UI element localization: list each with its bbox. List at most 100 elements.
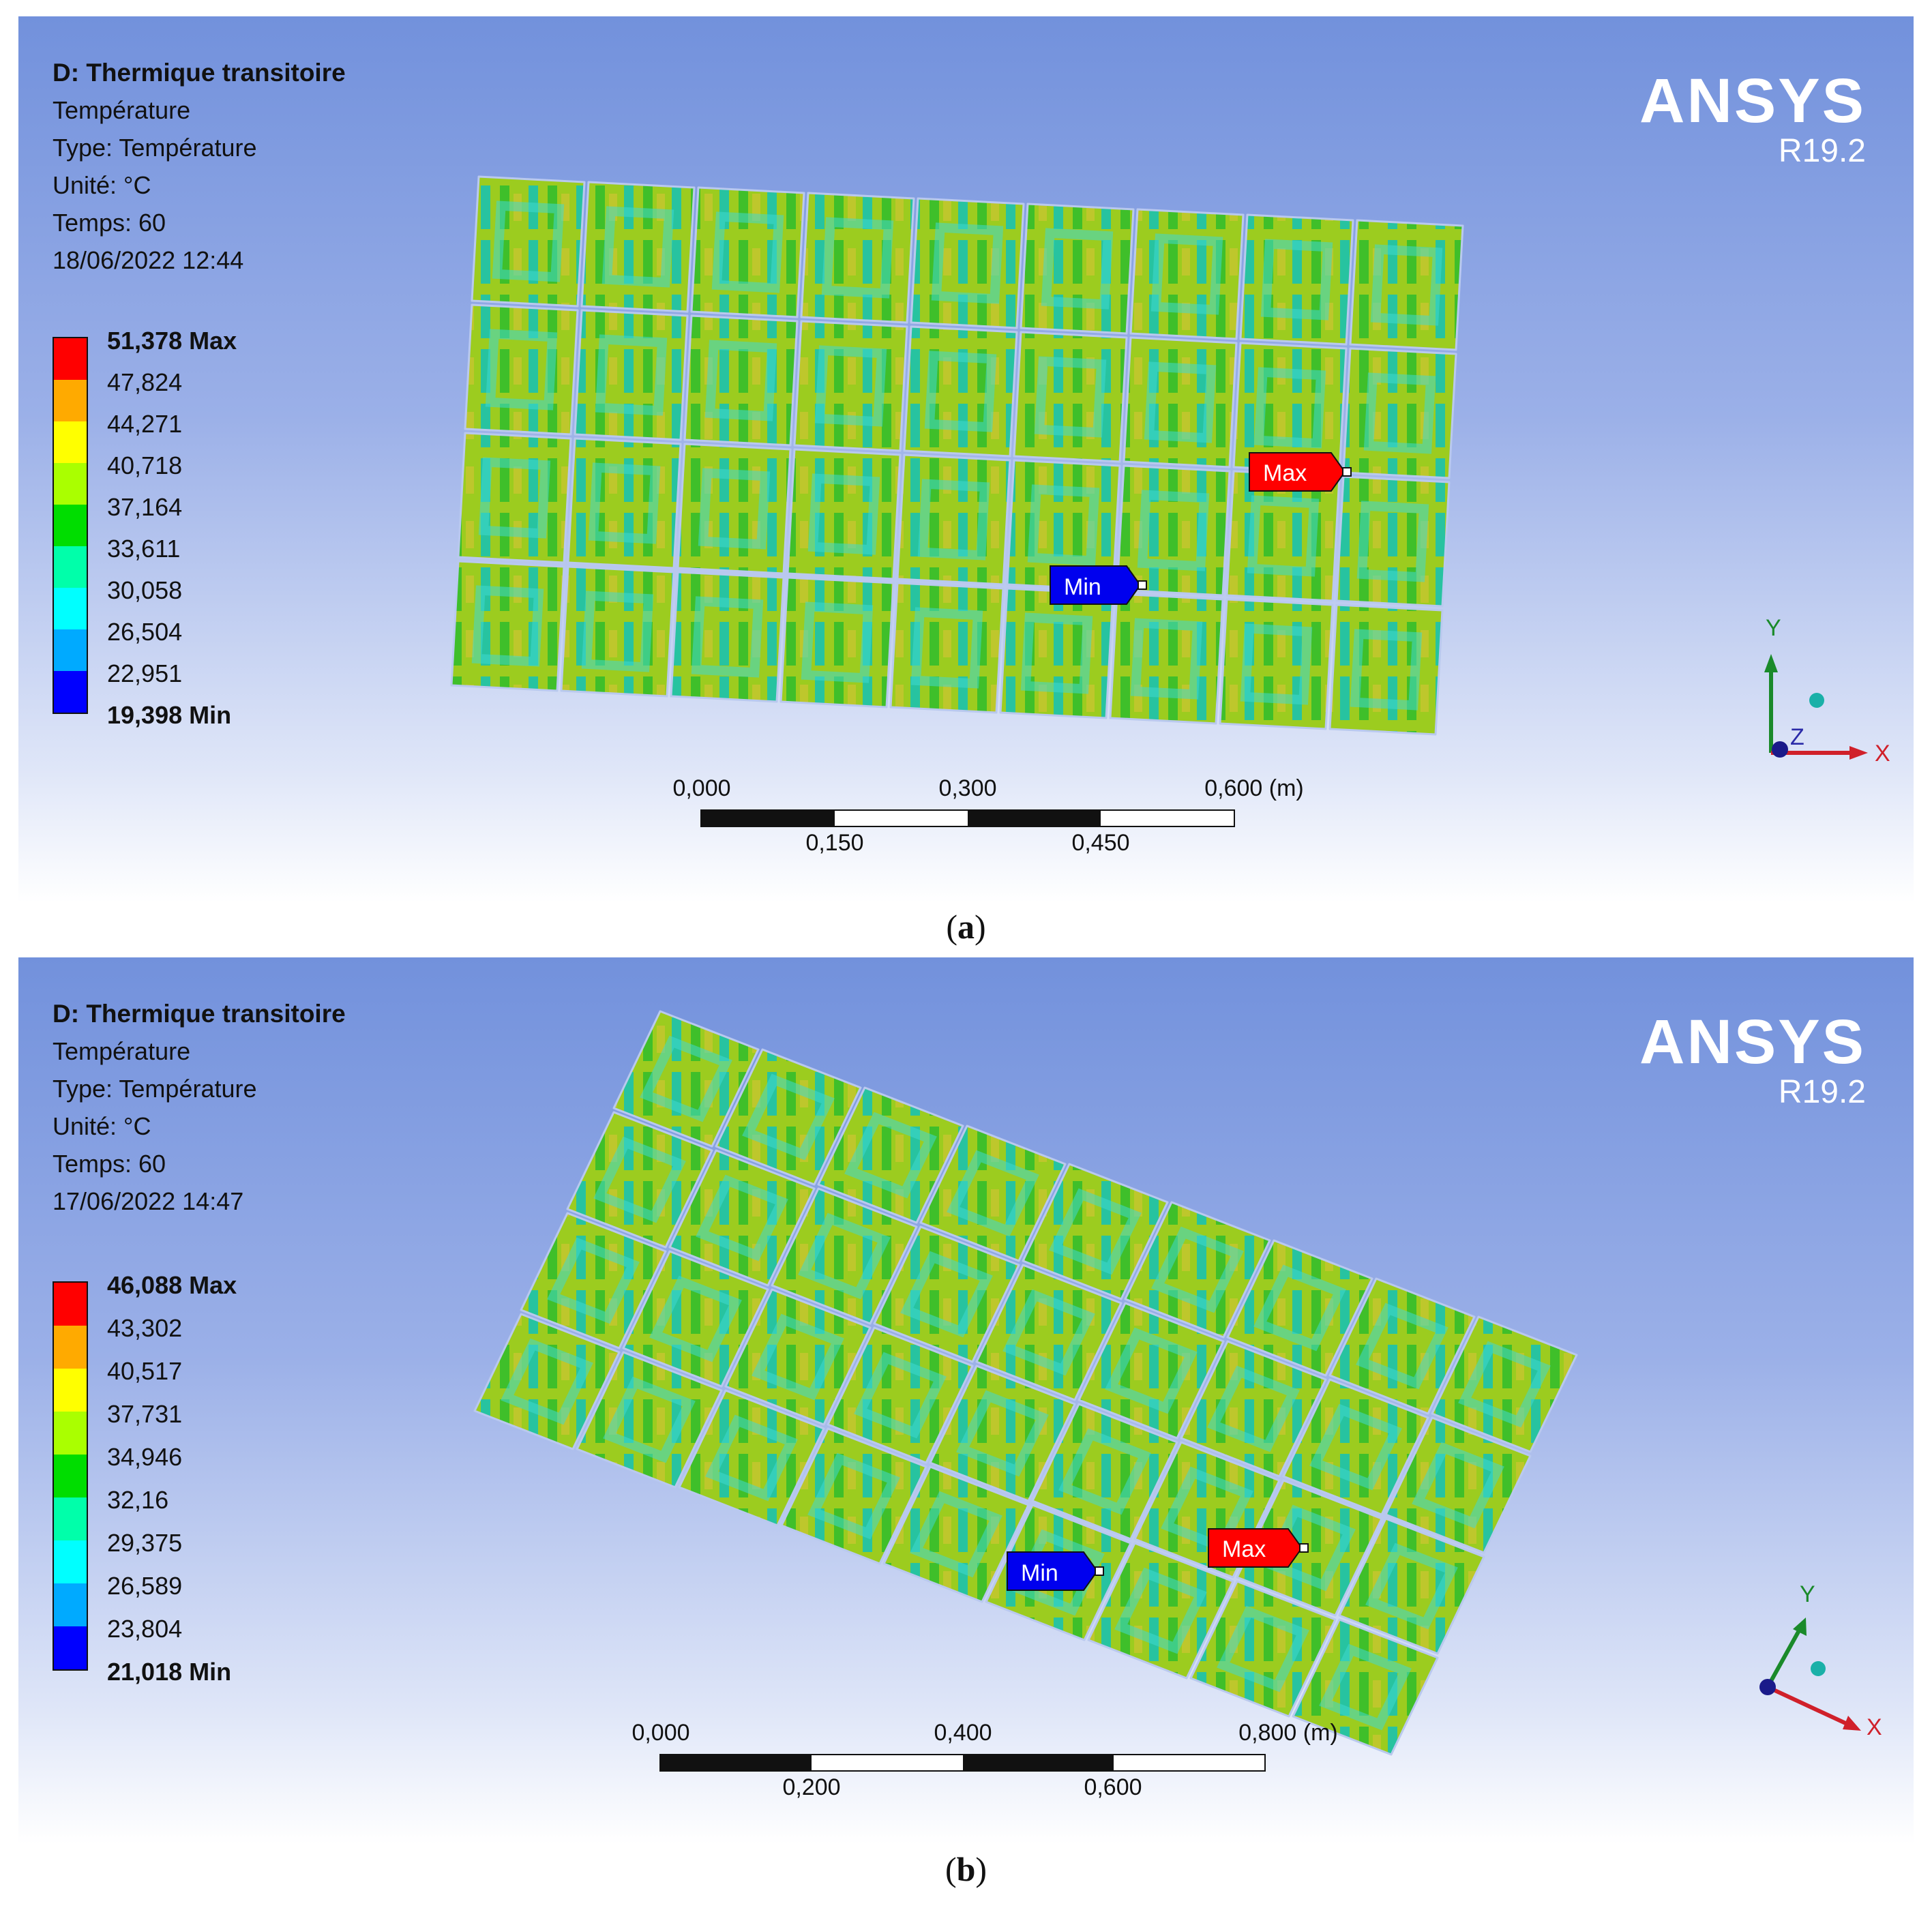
cell-temperature-band <box>1363 372 1436 454</box>
legend-swatch <box>54 629 87 671</box>
cell-temperature-band <box>595 334 668 416</box>
scale-segment <box>1114 1755 1264 1770</box>
legend-swatch <box>54 421 87 463</box>
solar-cell <box>1384 1416 1532 1554</box>
cell-temperature-band <box>1253 367 1326 449</box>
legend-max-value: 51,378 Max <box>107 327 237 355</box>
legend-swatch <box>54 1412 87 1455</box>
scale-ruler <box>659 1754 1266 1772</box>
z-axis-label: Z <box>1790 724 1804 750</box>
legend-swatch <box>54 1626 87 1669</box>
solar-cell <box>929 1365 1076 1502</box>
legend-value: 34,946 <box>107 1443 183 1471</box>
cell-temperature-band <box>910 1491 1002 1578</box>
ansys-logo: ANSYS R19.2 <box>1639 1011 1866 1112</box>
result-name: Température <box>53 96 191 124</box>
model-view-b[interactable]: Max Min Y X <box>18 957 1914 1844</box>
solar-cell <box>1328 1277 1476 1415</box>
min-marker[interactable]: Min <box>1007 1551 1104 1591</box>
solar-cell <box>779 576 895 709</box>
solar-cell <box>1109 593 1224 725</box>
caption-letter: a <box>957 908 975 946</box>
result-time: Temps: 60 <box>53 209 166 237</box>
legend-swatch <box>54 338 87 380</box>
cell-temperature-band <box>471 585 544 667</box>
legend-swatch <box>54 546 87 588</box>
scale-label: 0,400 <box>934 1720 992 1746</box>
legend-value: 40,718 <box>107 451 183 479</box>
cell-temperature-band <box>917 479 990 561</box>
legend-value: 22,951 <box>107 659 183 687</box>
result-unit: Unité: °C <box>53 171 151 199</box>
result-viewport-b[interactable]: D: Thermique transitoire Température Typ… <box>18 957 1914 1844</box>
scale-label: 0,000 <box>672 775 731 801</box>
result-info-a: D: Thermique transitoire Température Typ… <box>53 54 346 279</box>
legend-swatch <box>54 1369 87 1412</box>
result-viewport-a[interactable]: D: Thermique transitoire Température Typ… <box>18 16 1914 903</box>
cell-temperature-band <box>956 1390 1049 1477</box>
cell-temperature-band <box>1041 228 1114 310</box>
max-marker[interactable]: Max <box>1249 452 1352 492</box>
solar-cell <box>817 1086 964 1224</box>
cell-temperature-band <box>1002 1289 1095 1376</box>
cell-temperature-band <box>752 1313 844 1401</box>
solar-cell <box>827 1326 974 1464</box>
min-marker[interactable]: Min <box>1050 565 1147 605</box>
legend-value: 33,611 <box>107 535 181 563</box>
x-axis-label: X <box>1875 741 1890 766</box>
cell-temperature-band <box>640 1035 732 1122</box>
cell-temperature-band <box>1253 1264 1346 1352</box>
legend-min-value: 21,018 Min <box>107 1658 232 1686</box>
legend-value: 37,164 <box>107 493 183 521</box>
cell-temperature-band <box>485 329 558 411</box>
cell-temperature-band <box>924 351 997 432</box>
cell-temperature-band <box>1356 1302 1448 1390</box>
solar-panel-mesh[interactable] <box>450 175 1464 736</box>
result-name: Température <box>53 1037 191 1065</box>
legend-swatch <box>54 671 87 713</box>
result-timestamp: 18/06/2022 12:44 <box>53 246 244 274</box>
cell-temperature-band <box>1350 629 1423 711</box>
solar-cell <box>1013 331 1128 463</box>
x-axis-label: X <box>1867 1714 1882 1740</box>
solar-cell <box>1239 213 1354 346</box>
solar-cell <box>1123 336 1238 468</box>
min-marker-label: Min <box>1021 1560 1058 1586</box>
cell-temperature-band <box>547 1237 640 1324</box>
solar-cell <box>1342 347 1457 479</box>
solar-cell <box>457 432 572 564</box>
cell-temperature-band <box>649 1275 742 1362</box>
cell-temperature-band <box>1207 1365 1300 1452</box>
axis-triad: Y X Z <box>1764 615 1890 766</box>
solar-cell <box>873 1225 1020 1363</box>
model-view-a[interactable]: Max Min Y X Z <box>18 16 1914 903</box>
cell-temperature-band <box>1370 244 1443 326</box>
solar-cell <box>715 1048 862 1186</box>
scale-segment <box>962 1755 1114 1770</box>
solar-cell <box>1292 1618 1439 1756</box>
max-marker-label: Max <box>1263 460 1307 486</box>
scale-segment <box>835 811 968 826</box>
cell-temperature-band <box>821 217 894 299</box>
legend-value: 26,589 <box>107 1572 183 1600</box>
cell-temperature-band <box>854 1352 947 1439</box>
scale-segment <box>1101 811 1234 826</box>
max-marker[interactable]: Max <box>1208 1528 1309 1568</box>
solar-cell <box>612 1010 760 1148</box>
cell-temperature-band <box>1217 1605 1309 1693</box>
solar-panel-mesh[interactable] <box>473 1010 1578 1756</box>
scale-label: 0,800 (m) <box>1238 1720 1338 1746</box>
solar-cell <box>677 443 792 575</box>
solar-cell <box>919 1124 1067 1262</box>
cell-temperature-band <box>1150 233 1223 315</box>
solar-cell <box>1078 1302 1225 1440</box>
caption-a: (a) <box>946 908 986 946</box>
solar-cell <box>1022 1163 1169 1300</box>
cell-temperature-band <box>501 1338 593 1425</box>
legend-color-bar <box>53 1281 88 1671</box>
solar-cell <box>800 192 915 324</box>
cell-temperature-band <box>798 1212 891 1300</box>
solar-cell <box>560 565 675 698</box>
solar-cell <box>574 309 689 441</box>
cell-temperature-band <box>1247 495 1320 577</box>
